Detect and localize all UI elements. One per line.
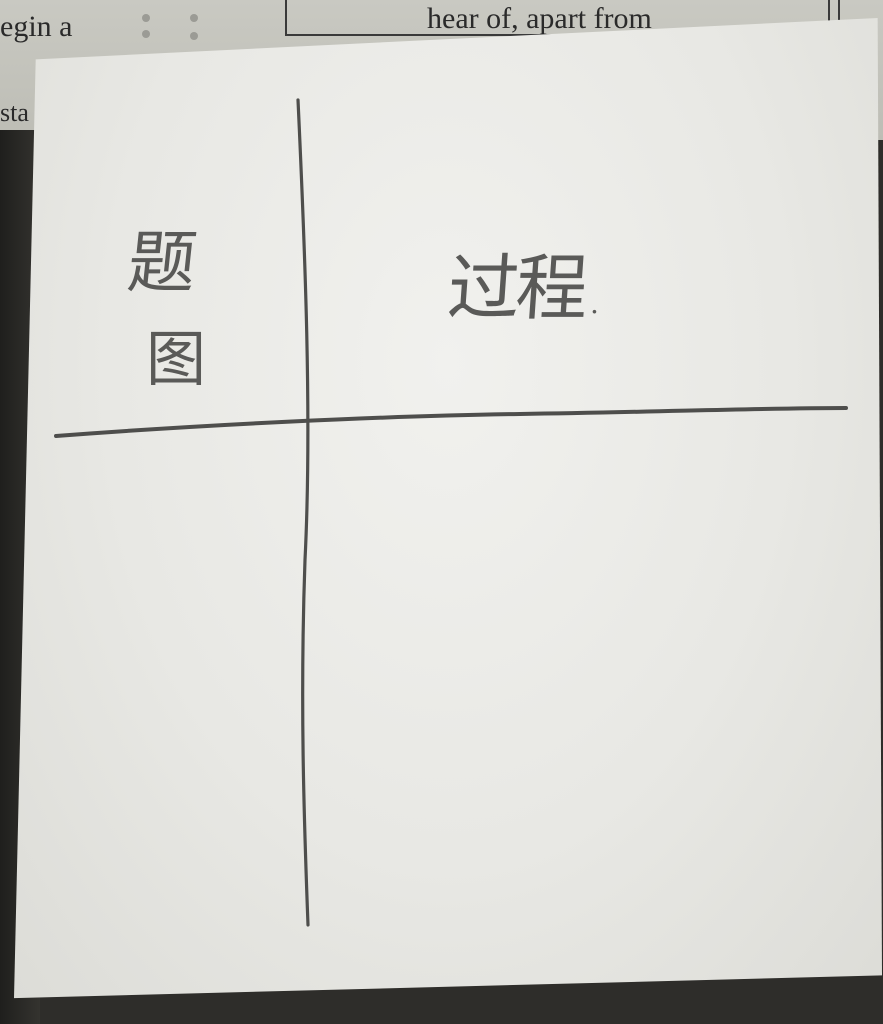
sticky-note	[14, 18, 882, 999]
pencil-dot: .	[590, 287, 599, 320]
book-box-text: hear of, apart from	[427, 2, 652, 35]
printed-dot	[190, 14, 198, 22]
printed-dot	[190, 32, 198, 40]
book-text-line: egin a	[0, 10, 73, 43]
handwritten-label: 过程	[445, 246, 587, 330]
vertical-divider	[296, 98, 310, 927]
horizontal-divider	[54, 406, 848, 438]
handwritten-char: 图	[146, 325, 206, 395]
printed-dot	[142, 30, 150, 38]
book-rule	[838, 0, 840, 20]
handwritten-char: 题	[123, 224, 201, 303]
book-text-line: sta	[0, 98, 29, 127]
printed-dot	[142, 14, 150, 22]
